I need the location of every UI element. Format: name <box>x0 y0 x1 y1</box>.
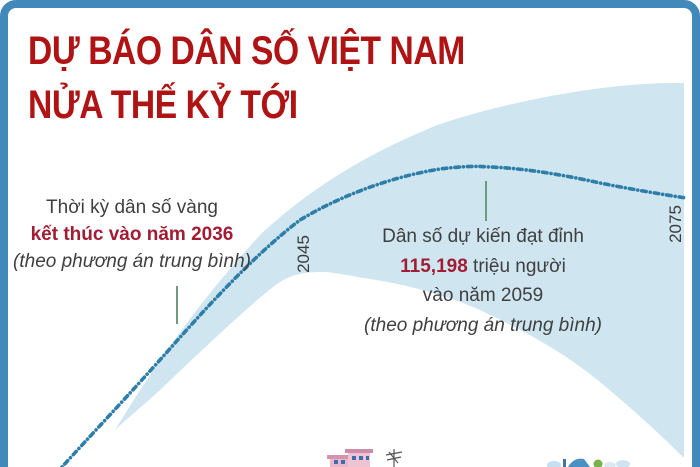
page-title: DỰ BÁO DÂN SỐ VIỆT NAM NỬA THẾ KỶ TỚI <box>28 24 465 132</box>
annotation-peak-year: vào năm 2059 <box>422 285 544 306</box>
annotation-peak-note: (theo phương án trung bình) <box>364 314 602 336</box>
peak-value: 115,198 <box>400 255 468 277</box>
year-label-2075: 2075 <box>666 205 685 243</box>
peak-value-unit: triệu người <box>467 255 566 277</box>
forecast-band-area <box>115 83 684 458</box>
median-projection-line <box>60 164 688 467</box>
annotation-peak-value-line: 115,198 triệu người <box>358 252 608 282</box>
leader-line-2036 <box>176 286 178 324</box>
annotation-golden-period: Thời kỳ dân số vàng kết thúc vào năm 203… <box>6 194 258 275</box>
annotation-golden-period-text: Thời kỳ dân số vàng <box>46 197 218 218</box>
page-title-line1: DỰ BÁO DÂN SỐ VIỆT NAM <box>28 29 465 73</box>
annotation-peak-text: Dân số dự kiến đạt đỉnh <box>382 226 584 247</box>
page-title-line2: NỬA THẾ KỶ TỚI <box>28 83 298 127</box>
year-label-2045: 2045 <box>294 235 313 273</box>
city-illustration-utility-pole <box>385 449 403 467</box>
annotation-golden-period-year: kết thúc vào năm 2036 <box>30 224 234 245</box>
annotation-golden-period-note: (theo phương án trung bình) <box>13 251 251 272</box>
city-illustration-right-cluster <box>547 458 630 467</box>
leader-line-2059 <box>485 181 487 221</box>
city-illustration-pink-buildings <box>327 449 373 467</box>
annotation-peak: Dân số dự kiến đạt đỉnh 115,198 triệu ng… <box>358 222 608 340</box>
